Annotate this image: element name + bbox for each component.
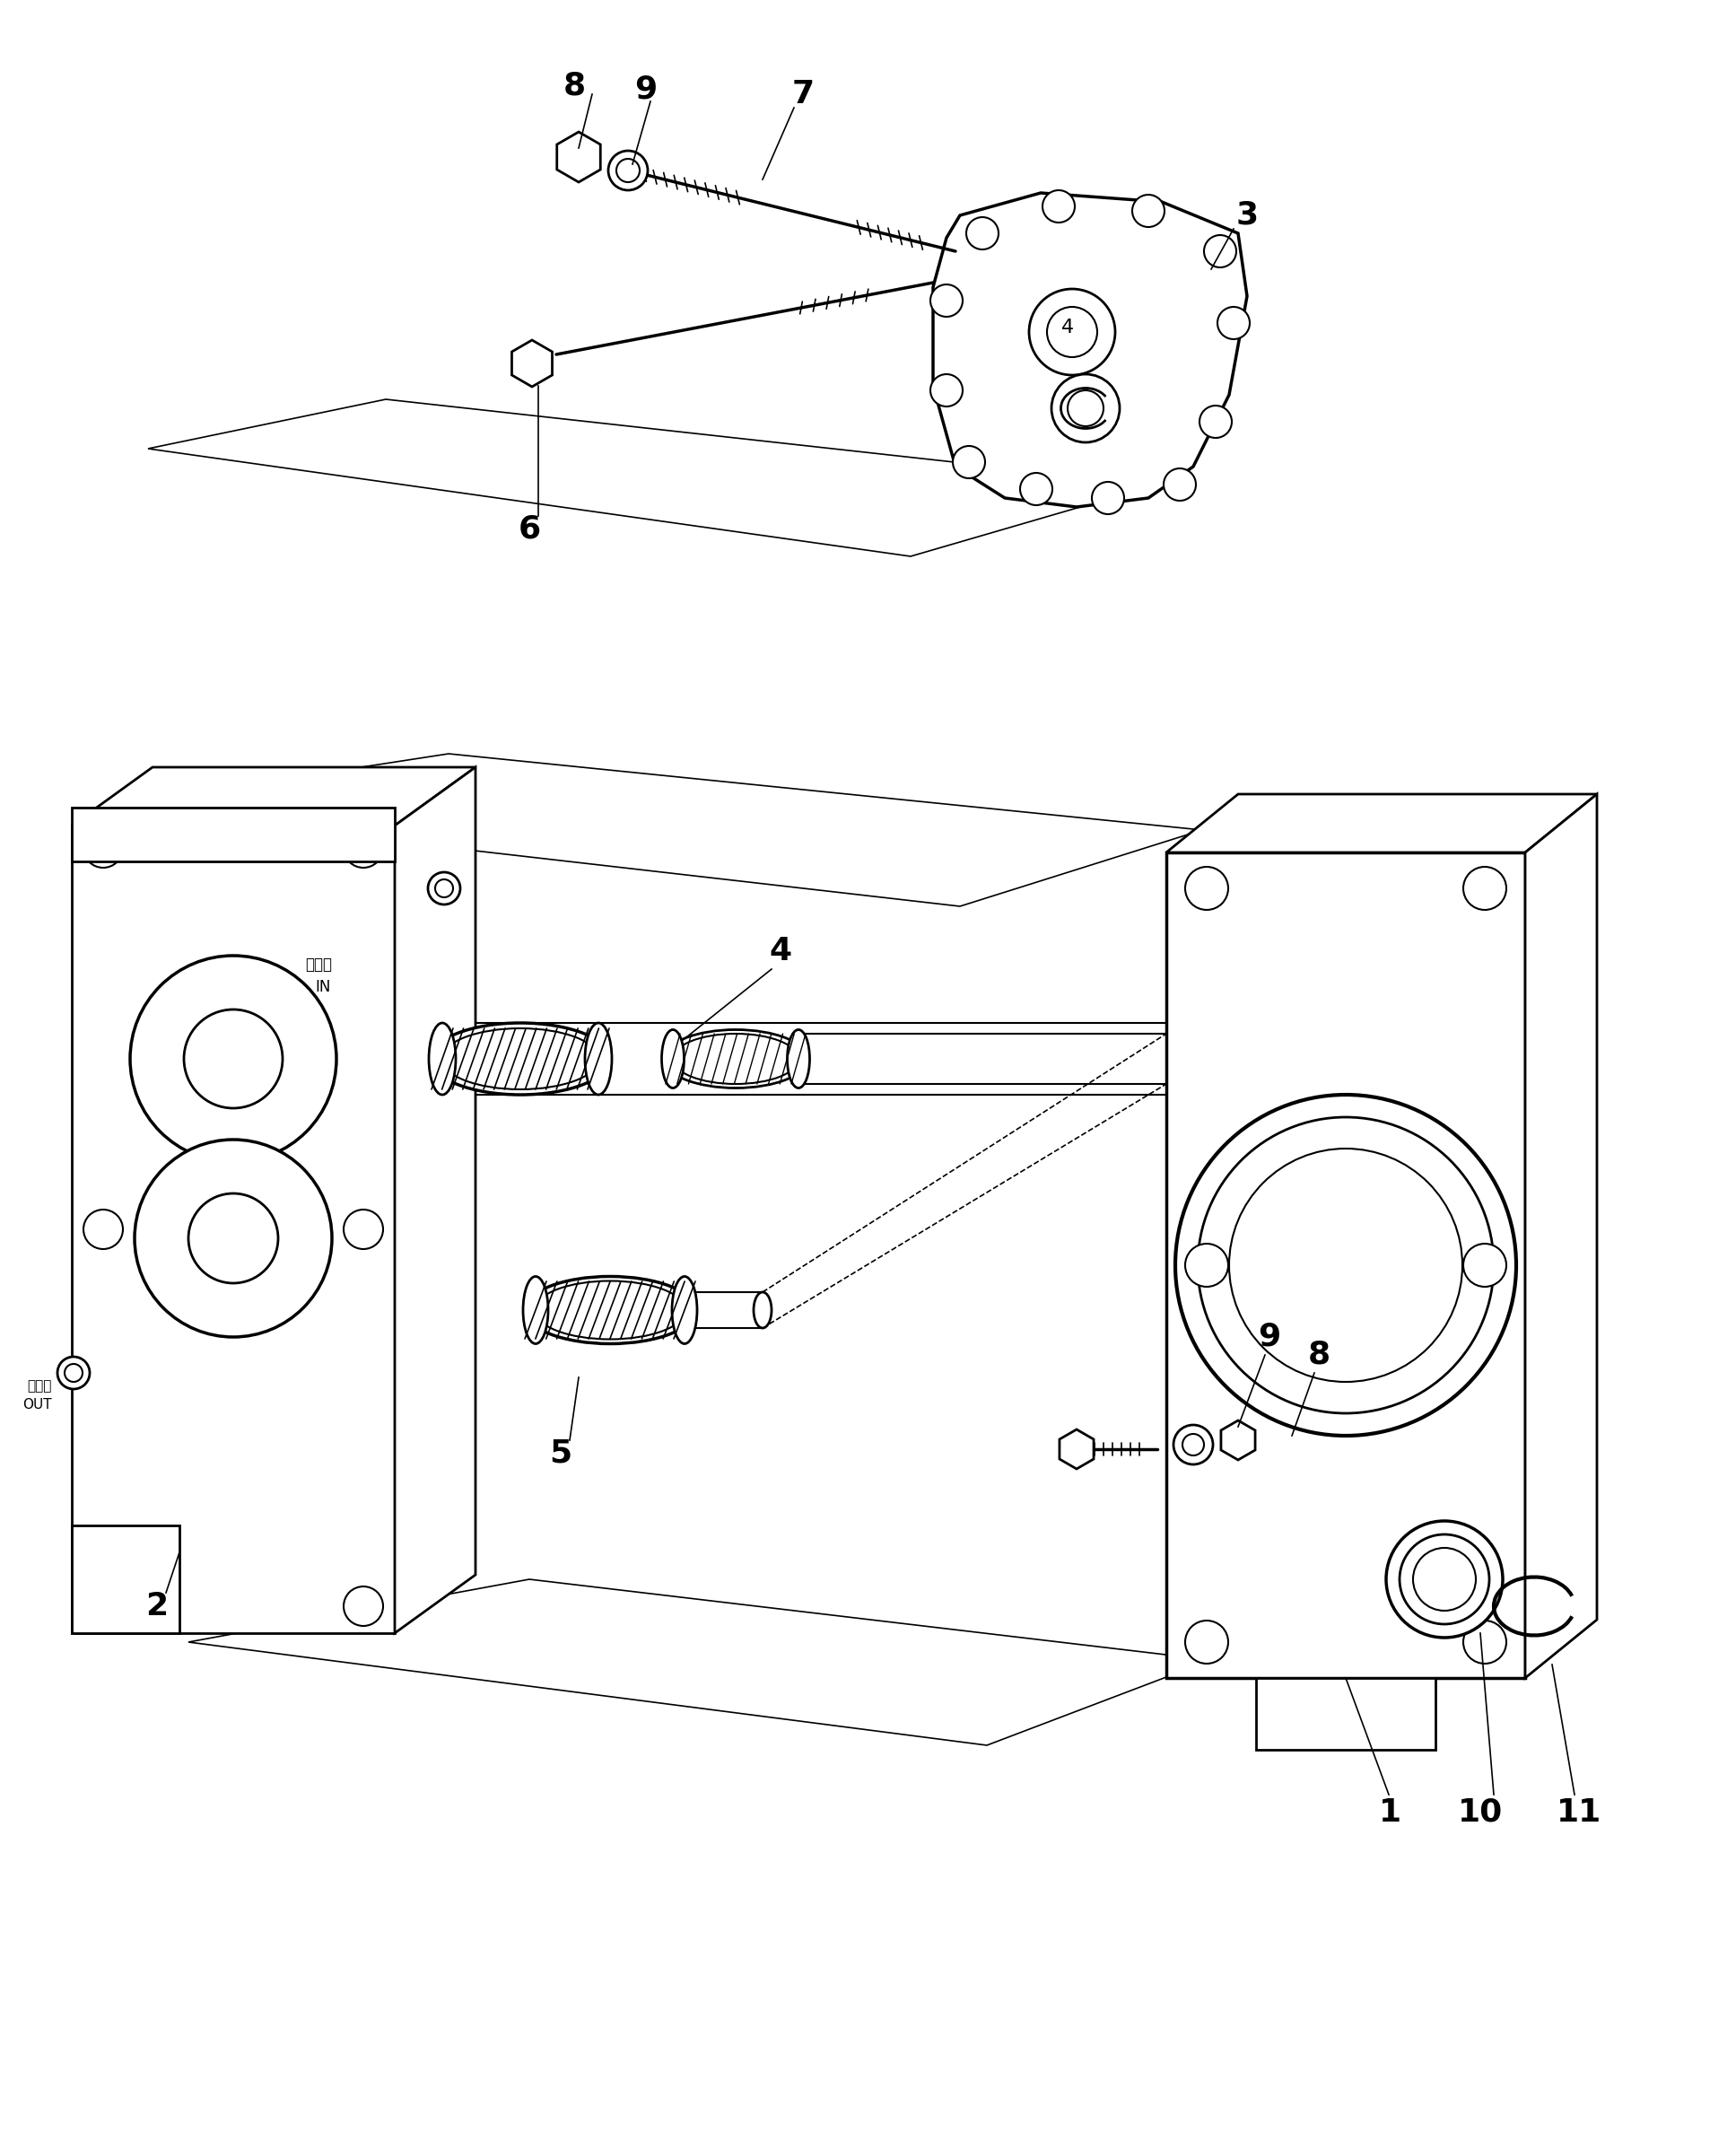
Circle shape bbox=[189, 1193, 278, 1282]
Text: 1: 1 bbox=[1380, 1796, 1403, 1828]
Circle shape bbox=[344, 1586, 384, 1625]
Ellipse shape bbox=[674, 1034, 799, 1083]
Circle shape bbox=[1182, 1434, 1205, 1456]
Circle shape bbox=[1174, 1426, 1213, 1464]
Polygon shape bbox=[1167, 794, 1597, 852]
Polygon shape bbox=[71, 826, 394, 1634]
Circle shape bbox=[1052, 375, 1120, 443]
Ellipse shape bbox=[672, 1276, 698, 1345]
Circle shape bbox=[1132, 195, 1165, 227]
Circle shape bbox=[967, 216, 998, 250]
Polygon shape bbox=[1257, 1679, 1436, 1749]
Circle shape bbox=[83, 829, 123, 867]
Circle shape bbox=[130, 955, 337, 1163]
Circle shape bbox=[1068, 390, 1104, 426]
Polygon shape bbox=[1059, 1430, 1094, 1469]
Polygon shape bbox=[512, 340, 552, 388]
Circle shape bbox=[429, 871, 460, 904]
Polygon shape bbox=[1526, 794, 1597, 1679]
Circle shape bbox=[1163, 469, 1196, 501]
Text: 4: 4 bbox=[1061, 319, 1075, 336]
Circle shape bbox=[930, 285, 963, 317]
Circle shape bbox=[1229, 1148, 1462, 1381]
Circle shape bbox=[1463, 867, 1507, 910]
Polygon shape bbox=[932, 193, 1246, 507]
Circle shape bbox=[344, 829, 384, 867]
Text: 9: 9 bbox=[635, 75, 658, 105]
Ellipse shape bbox=[663, 1030, 807, 1088]
Circle shape bbox=[953, 445, 984, 477]
Circle shape bbox=[1186, 1621, 1227, 1664]
Ellipse shape bbox=[429, 1023, 457, 1094]
Polygon shape bbox=[557, 133, 601, 182]
Circle shape bbox=[1413, 1548, 1476, 1610]
Polygon shape bbox=[1167, 852, 1526, 1679]
Ellipse shape bbox=[431, 1023, 609, 1094]
Circle shape bbox=[64, 1364, 83, 1381]
Text: 吐出し: 吐出し bbox=[28, 1379, 52, 1394]
Text: 2: 2 bbox=[146, 1591, 168, 1621]
Text: 4: 4 bbox=[769, 936, 792, 966]
Circle shape bbox=[519, 349, 545, 377]
Circle shape bbox=[1198, 1118, 1493, 1413]
Circle shape bbox=[135, 1139, 332, 1336]
Circle shape bbox=[344, 1210, 384, 1248]
Circle shape bbox=[184, 1011, 283, 1109]
Circle shape bbox=[1186, 867, 1227, 910]
Circle shape bbox=[930, 375, 963, 407]
Polygon shape bbox=[394, 766, 476, 1634]
Ellipse shape bbox=[753, 1293, 771, 1327]
Text: 3: 3 bbox=[1236, 199, 1259, 231]
Text: 9: 9 bbox=[1259, 1321, 1281, 1353]
Ellipse shape bbox=[535, 1280, 686, 1340]
Polygon shape bbox=[71, 1524, 179, 1634]
Circle shape bbox=[1175, 1094, 1516, 1437]
Polygon shape bbox=[71, 766, 476, 826]
Circle shape bbox=[83, 1586, 123, 1625]
Polygon shape bbox=[1220, 1419, 1255, 1460]
Circle shape bbox=[83, 1210, 123, 1248]
Circle shape bbox=[1205, 236, 1236, 268]
Circle shape bbox=[1227, 1430, 1248, 1452]
Text: 10: 10 bbox=[1458, 1796, 1503, 1828]
Circle shape bbox=[616, 158, 639, 182]
Ellipse shape bbox=[523, 1276, 549, 1345]
Circle shape bbox=[564, 143, 594, 171]
Ellipse shape bbox=[585, 1023, 611, 1094]
Circle shape bbox=[1029, 289, 1115, 375]
Circle shape bbox=[57, 1357, 90, 1390]
Circle shape bbox=[1186, 1244, 1227, 1287]
Circle shape bbox=[1463, 1244, 1507, 1287]
Circle shape bbox=[608, 150, 648, 191]
Circle shape bbox=[1217, 306, 1250, 338]
Text: IN: IN bbox=[316, 978, 332, 996]
Circle shape bbox=[1021, 473, 1052, 505]
Circle shape bbox=[436, 880, 453, 897]
Ellipse shape bbox=[786, 1030, 809, 1088]
Ellipse shape bbox=[661, 1030, 684, 1088]
Circle shape bbox=[1066, 1439, 1087, 1460]
Circle shape bbox=[1047, 306, 1097, 358]
Text: 7: 7 bbox=[792, 79, 814, 109]
Circle shape bbox=[1043, 191, 1075, 223]
Circle shape bbox=[1463, 1621, 1507, 1664]
Text: 5: 5 bbox=[550, 1439, 571, 1469]
Circle shape bbox=[1092, 482, 1125, 514]
Text: 吸込み: 吸込み bbox=[306, 957, 332, 972]
Text: 8: 8 bbox=[562, 71, 585, 101]
Circle shape bbox=[1399, 1535, 1489, 1625]
Circle shape bbox=[1200, 405, 1233, 439]
Polygon shape bbox=[71, 807, 394, 861]
Text: 8: 8 bbox=[1307, 1340, 1330, 1370]
Ellipse shape bbox=[443, 1028, 599, 1090]
Text: OUT: OUT bbox=[23, 1398, 52, 1411]
Text: 11: 11 bbox=[1557, 1796, 1602, 1828]
Circle shape bbox=[1385, 1520, 1503, 1638]
Text: 6: 6 bbox=[517, 514, 540, 544]
Ellipse shape bbox=[524, 1276, 696, 1345]
